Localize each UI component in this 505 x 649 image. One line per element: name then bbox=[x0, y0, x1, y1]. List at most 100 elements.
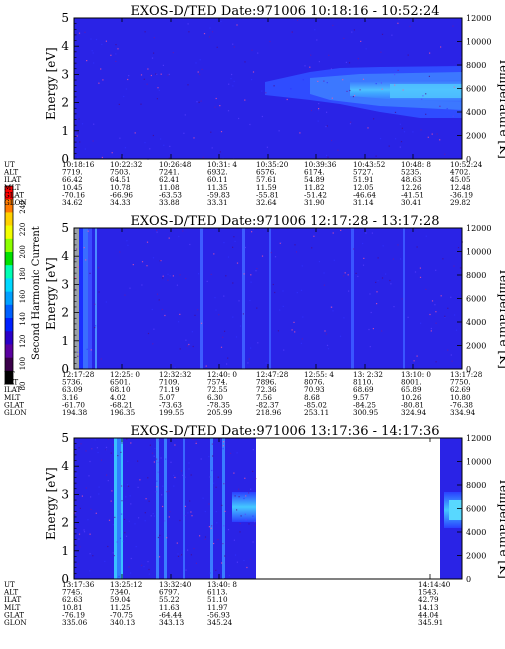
orbit-cell: 34.62 bbox=[62, 198, 83, 207]
noise-dot bbox=[180, 554, 183, 556]
noise-dot bbox=[428, 75, 430, 77]
orbit-row-label: ILAT bbox=[4, 175, 21, 184]
noise-dot bbox=[332, 232, 334, 234]
noise-dot bbox=[351, 31, 353, 33]
noise-dot bbox=[394, 74, 396, 76]
noise-dot bbox=[429, 313, 431, 316]
noise-dot bbox=[450, 296, 452, 298]
noise-dot bbox=[247, 362, 249, 364]
noise-dot bbox=[353, 248, 355, 250]
noise-dot bbox=[113, 555, 115, 557]
y-tick-label: 3 bbox=[61, 277, 69, 291]
noise-dot bbox=[252, 449, 254, 451]
noise-dot bbox=[369, 293, 371, 295]
noise-dot bbox=[327, 156, 329, 158]
colorbar-tick-label: 80 bbox=[19, 382, 27, 391]
noise-dot bbox=[266, 365, 268, 368]
noise-dot bbox=[85, 259, 87, 261]
orbit-cell: 13: 2:32 bbox=[353, 370, 383, 379]
noise-dot bbox=[140, 74, 143, 76]
noise-dot bbox=[216, 522, 218, 524]
noise-dot bbox=[232, 316, 234, 318]
orbit-cell: -55.81 bbox=[256, 190, 279, 199]
noise-dot bbox=[98, 82, 100, 84]
noise-dot bbox=[77, 563, 80, 565]
noise-dot bbox=[252, 541, 254, 543]
orbit-cell: 343.13 bbox=[159, 618, 185, 627]
noise-dot bbox=[332, 24, 334, 26]
noise-dot bbox=[451, 360, 453, 362]
noise-dot bbox=[354, 94, 356, 97]
noise-dot bbox=[233, 539, 235, 541]
noise-dot bbox=[144, 142, 146, 144]
noise-dot bbox=[355, 272, 357, 274]
noise-dot bbox=[100, 459, 103, 461]
orbit-cell: 8076. bbox=[304, 378, 325, 387]
noise-dot bbox=[94, 327, 96, 329]
orbit-cell: 30.41 bbox=[401, 198, 422, 207]
noise-dot bbox=[326, 344, 329, 346]
noise-dot bbox=[199, 73, 201, 76]
orbit-cell: 194.38 bbox=[62, 408, 88, 417]
noise-dot bbox=[87, 230, 89, 232]
orbit-cell: 11.59 bbox=[256, 183, 277, 192]
noise-dot bbox=[160, 138, 162, 140]
noise-dot bbox=[75, 289, 77, 291]
noise-dot bbox=[77, 266, 79, 268]
noise-dot bbox=[444, 153, 446, 155]
noise-dot bbox=[156, 231, 158, 233]
noise-dot bbox=[348, 62, 351, 64]
noise-dot bbox=[274, 256, 277, 258]
noise-dot bbox=[382, 245, 384, 247]
noise-dot bbox=[339, 335, 342, 337]
noise-dot bbox=[151, 308, 153, 311]
noise-dot bbox=[198, 273, 200, 275]
noise-dot bbox=[248, 492, 250, 494]
noise-dot bbox=[460, 56, 462, 58]
noise-dot bbox=[413, 360, 415, 362]
noise-dot bbox=[257, 52, 259, 54]
orbit-row-label: ALT bbox=[3, 168, 18, 177]
orbit-cell: 4.02 bbox=[110, 393, 126, 402]
orbit-cell: 5727. bbox=[353, 168, 374, 177]
noise-dot bbox=[208, 456, 210, 458]
noise-dot bbox=[172, 52, 174, 54]
orbit-cell: 12:55: 4 bbox=[304, 370, 334, 379]
noise-dot bbox=[381, 33, 384, 35]
noise-dot bbox=[95, 38, 98, 41]
noise-dot bbox=[79, 507, 81, 509]
noise-dot bbox=[130, 557, 132, 560]
noise-dot bbox=[392, 258, 394, 260]
noise-dot bbox=[149, 148, 151, 150]
noise-dot bbox=[210, 527, 212, 529]
noise-dot bbox=[168, 490, 170, 492]
noise-dot bbox=[200, 322, 203, 324]
noise-dot bbox=[152, 343, 154, 345]
noise-dot bbox=[431, 133, 433, 135]
noise-dot bbox=[218, 314, 220, 316]
noise-dot bbox=[170, 461, 172, 463]
noise-dot bbox=[377, 280, 379, 282]
noise-dot bbox=[215, 97, 217, 100]
noise-dot bbox=[357, 275, 359, 277]
noise-dot bbox=[187, 23, 189, 25]
noise-dot bbox=[243, 559, 245, 562]
orbit-cell: -68.21 bbox=[110, 400, 133, 409]
noise-dot bbox=[192, 345, 194, 348]
colorbar-swatch bbox=[5, 357, 13, 372]
noise-dot bbox=[169, 275, 171, 277]
noise-dot bbox=[398, 18, 400, 20]
orbit-cell: 31.14 bbox=[353, 198, 374, 207]
noise-dot bbox=[224, 330, 226, 332]
orbit-cell: 65.89 bbox=[401, 385, 422, 394]
noise-dot bbox=[278, 130, 280, 132]
noise-dot bbox=[151, 57, 154, 59]
noise-dot bbox=[233, 236, 235, 238]
noise-dot bbox=[455, 329, 458, 331]
orbit-cell: 5736. bbox=[62, 378, 83, 387]
panel-title: EXOS-D/TED Date:971006 12:17:28 - 13:17:… bbox=[130, 214, 439, 229]
noise-dot bbox=[74, 526, 76, 528]
noise-dot bbox=[371, 232, 373, 234]
noise-dot bbox=[295, 251, 298, 253]
noise-dot bbox=[162, 505, 164, 508]
